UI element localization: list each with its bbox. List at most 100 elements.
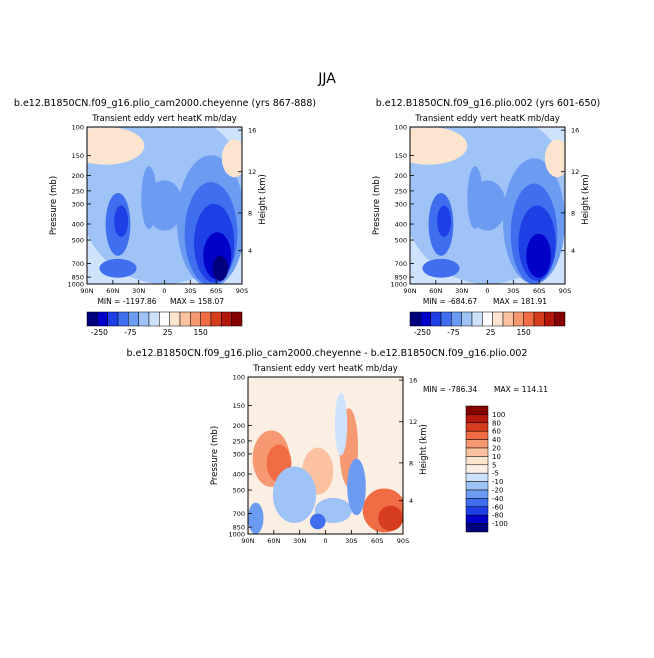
x-tick-label: 30S	[507, 287, 519, 295]
y-tick-label: 400	[72, 221, 84, 229]
y-tick-label: 700	[72, 260, 84, 268]
y-tick-label: 500	[395, 237, 407, 245]
panel-subtitle: Transient eddy vert heatK mb/day	[414, 114, 560, 124]
colorbar-label: -10	[492, 478, 503, 486]
x-tick-label: 30S	[184, 287, 196, 295]
colorbar-swatch	[465, 439, 489, 449]
panel-title: b.e12.B1850CN.f09_g16.plio_cam2000.cheye…	[14, 98, 316, 109]
colorbar-label: 150	[517, 328, 532, 337]
contour-region	[544, 139, 565, 178]
colorbar-label: 20	[492, 445, 501, 453]
x-tick-label: 30N	[293, 537, 306, 545]
colorbar-swatch	[200, 311, 212, 327]
colorbar-swatch	[231, 311, 243, 327]
colorbar-label: 25	[163, 328, 173, 337]
chart-panel-1: b.e12.B1850CN.f09_g16.plio_cam2000.cheye…	[14, 98, 316, 337]
colorbar-swatch	[465, 447, 489, 457]
y2-axis-label: Height (km)	[581, 174, 591, 225]
y-tick-label: 850	[233, 524, 245, 532]
colorbar-swatch	[440, 311, 452, 327]
x-tick-label: 30N	[455, 287, 468, 295]
x-tick-label: 90S	[397, 537, 409, 545]
x-tick-label: 60S	[210, 287, 222, 295]
colorbar-swatch	[465, 464, 489, 474]
colorbar-swatch	[128, 311, 139, 327]
colorbar-swatch	[465, 498, 489, 508]
y2-tick-label: 12	[409, 418, 417, 426]
colorbar-swatch	[159, 311, 170, 327]
colorbar-label: 10	[492, 453, 501, 461]
colorbar-swatch	[492, 311, 504, 327]
panel-subtitle: Transient eddy vert heatK mb/day	[91, 114, 237, 124]
colorbar-swatch	[97, 311, 108, 327]
contour-region	[378, 505, 403, 531]
contour-region	[87, 127, 145, 165]
y-tick-label: 1000	[67, 281, 84, 289]
colorbar-label: -60	[492, 503, 503, 511]
y2-tick-label: 16	[248, 127, 256, 135]
y-tick-label: 200	[395, 172, 407, 180]
colorbar-label: -250	[91, 328, 108, 337]
y2-tick-label: 4	[571, 247, 575, 255]
contour-region	[212, 255, 229, 281]
colorbar-swatch	[465, 430, 489, 440]
colorbar-swatch	[482, 311, 493, 327]
colorbar-swatch	[465, 472, 489, 482]
y2-tick-label: 12	[571, 168, 579, 176]
max-label: MAX = 181.91	[493, 297, 547, 306]
x-tick-label: 60S	[533, 287, 545, 295]
colorbar-swatch	[465, 456, 489, 466]
x-tick-label: 0	[162, 287, 166, 295]
chart-panel-2: b.e12.B1850CN.f09_g16.plio.002 (yrs 601-…	[372, 98, 600, 337]
colorbar-swatch	[465, 422, 489, 432]
colorbar-label: -75	[447, 328, 459, 337]
x-tick-label: 90S	[236, 287, 248, 295]
y-tick-label: 300	[395, 200, 407, 208]
colorbar-swatch	[465, 414, 489, 424]
colorbar-label: -20	[492, 487, 503, 495]
y-tick-label: 100	[233, 374, 245, 382]
y-axis-label: Pressure (mb)	[372, 176, 382, 235]
colorbar-label: -80	[492, 512, 503, 520]
contour-region	[347, 458, 366, 516]
y-tick-label: 300	[233, 450, 245, 458]
x-tick-label: 90N	[80, 287, 93, 295]
colorbar-swatch	[107, 311, 119, 327]
colorbar-label: 25	[486, 328, 496, 337]
colorbar-label: 80	[492, 419, 501, 427]
colorbar-label: 100	[492, 411, 505, 419]
contour-region	[526, 233, 552, 278]
colorbar-label: 40	[492, 436, 501, 444]
colorbar-swatch	[117, 311, 129, 327]
x-tick-label: 30N	[132, 287, 145, 295]
y-tick-label: 250	[233, 437, 245, 445]
y2-tick-label: 8	[409, 459, 413, 467]
x-tick-label: 90S	[559, 287, 571, 295]
colorbar-swatch	[523, 311, 535, 327]
colorbar-swatch	[533, 311, 545, 327]
colorbar-swatch	[465, 514, 489, 524]
colorbar-swatch	[465, 489, 489, 499]
contour-region	[248, 502, 264, 534]
contour-region	[114, 205, 129, 237]
y-tick-label: 100	[72, 124, 84, 132]
contour-region	[422, 258, 460, 278]
colorbar-swatch	[86, 311, 98, 327]
colorbar-swatch	[554, 311, 566, 327]
contour-region	[272, 466, 317, 524]
colorbar-swatch	[502, 311, 514, 327]
max-label: MAX = 158.07	[170, 297, 224, 306]
contour-region	[410, 127, 468, 165]
y-tick-label: 700	[233, 510, 245, 518]
contour-region	[221, 139, 242, 178]
colorbar-swatch	[465, 523, 489, 533]
y-tick-label: 250	[395, 187, 407, 195]
contour-region	[310, 513, 326, 530]
x-tick-label: 60N	[267, 537, 280, 545]
colorbar-label: -40	[492, 495, 503, 503]
contour-region	[437, 205, 452, 237]
min-label: MIN = -1197.86	[97, 297, 156, 306]
x-tick-label: 60N	[429, 287, 442, 295]
y-tick-label: 1000	[228, 531, 245, 539]
